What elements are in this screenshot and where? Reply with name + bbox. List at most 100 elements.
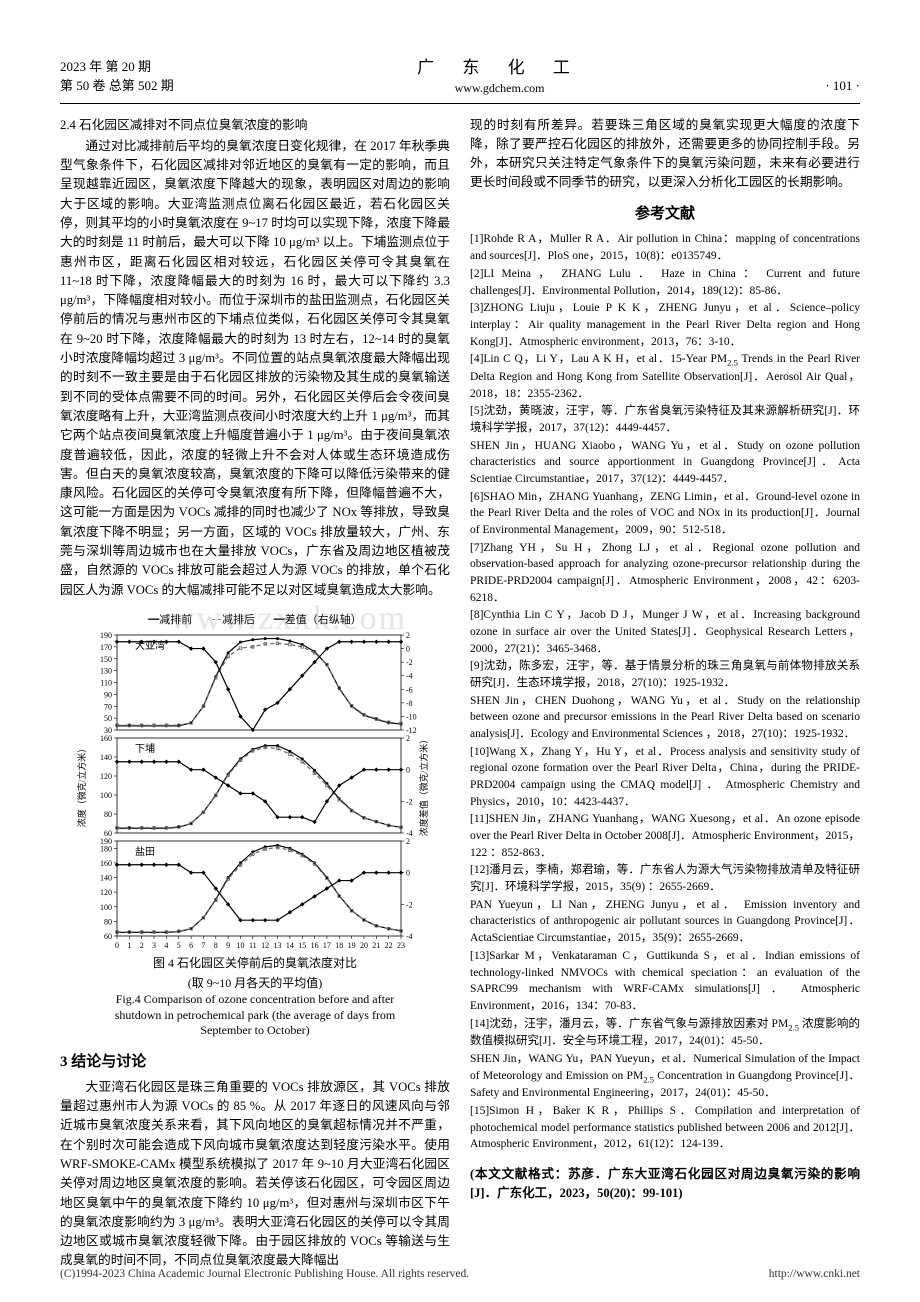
svg-text:2: 2 [406,734,410,743]
svg-text:12: 12 [261,941,269,950]
chart-svg: 3050709011013015017019020-2-4-6-8-10-12大… [75,631,435,951]
ref-item: [15]Simon H，Baker K R，Phillips S．Compila… [470,1103,860,1153]
svg-text:大亚湾: 大亚湾 [135,639,165,652]
svg-text:8: 8 [214,941,218,950]
svg-text:22: 22 [385,941,393,950]
footer-left: (C)1994-2023 China Academic Journal Elec… [60,1268,469,1280]
ref-item: [13]Sarkar M，Venkataraman C，Guttikunda S… [470,948,860,1015]
left-column: 2.4 石化园区减排对不同点位臭氧浓度的影响 通过对比减排前后平均的臭氧浓度日变… [60,116,450,1271]
svg-text:100: 100 [100,791,112,800]
subsection-2-4: 2.4 石化园区减排对不同点位臭氧浓度的影响 [60,116,450,135]
content: 2.4 石化园区减排对不同点位臭氧浓度的影响 通过对比减排前后平均的臭氧浓度日变… [0,104,920,1271]
page-no: · 101 · [825,76,860,96]
svg-text:13: 13 [274,941,282,950]
ref-item: [1]Rohde R A，Muller R A．Air pollution in… [470,231,860,264]
ref-item: [2]LI Meina ， ZHANG Lulu ． Haze in China… [470,266,860,299]
chart-caption-cn-2: (取 9~10 月各天的平均值) [70,975,440,992]
chart-caption-en-1: Fig.4 Comparison of ozone concentration … [70,992,440,1008]
ref-item: PAN Yueyun，LI Nan，ZHENG Junyu，et al． Emi… [470,897,860,947]
legend-diff: ━差值（右纵轴） [274,614,362,626]
ref-item: [6]SHAO Min，ZHANG Yuanhang，ZENG Limin，et… [470,489,860,539]
citation-format: (本文文献格式：苏彦．广东大亚湾石化园区对周边臭氧污染的影响[J]．广东化工，2… [470,1165,860,1203]
svg-text:80: 80 [104,810,112,819]
chart-caption-en-3: September to October) [70,1023,440,1039]
svg-text:1: 1 [127,941,131,950]
svg-text:0: 0 [406,644,410,653]
ref-item: [10]Wang X，Zhang Y，Hu Y，et al．Process an… [470,744,860,811]
chart-figure-4: ━减排前 ╌减排后 ━差值（右纵轴） 305070901101301501701… [70,612,440,1039]
para-2-4: 通过对比减排前后平均的臭氧浓度日变化规律，在 2017 年秋季典型气象条件下，石… [60,137,450,600]
svg-text:50: 50 [104,714,112,723]
svg-text:60: 60 [104,932,112,941]
svg-text:18: 18 [335,941,343,950]
legend-after: ╌减排后 [211,614,255,626]
legend-before: ━减排前 [148,614,192,626]
journal-cn: 广 东 化 工 [417,55,582,81]
page-header: 2023 年 第 20 期 第 50 卷 总第 502 期 广 东 化 工 ww… [0,0,920,101]
svg-text:盐田: 盐田 [135,845,155,858]
svg-text:2: 2 [140,941,144,950]
ref-item: [9]沈劲，陈多宏，汪宇，等．基于情景分析的珠三角臭氧与前体物排放关系研究[J]… [470,658,860,691]
svg-text:140: 140 [100,873,112,882]
footer-right: http://www.cnki.net [769,1268,860,1280]
svg-text:-2: -2 [406,658,413,667]
svg-text:下埔: 下埔 [135,742,155,755]
svg-text:4: 4 [164,941,168,950]
svg-text:21: 21 [372,941,380,950]
svg-text:2: 2 [406,631,410,640]
svg-text:120: 120 [100,772,112,781]
header-right: · 101 · [825,57,860,96]
svg-text:120: 120 [100,888,112,897]
svg-text:15: 15 [298,941,306,950]
svg-text:100: 100 [100,902,112,911]
svg-text:11: 11 [249,941,257,950]
svg-text:-4: -4 [406,932,413,941]
svg-text:5: 5 [177,941,181,950]
svg-text:浓度差值（微克/立方米）: 浓度差值（微克/立方米） [418,734,429,836]
svg-text:3: 3 [152,941,156,950]
svg-text:-2: -2 [406,900,413,909]
svg-text:-6: -6 [406,685,413,694]
ref-item: [11]SHEN Jin，ZHANG Yuanhang，WANG Xuesong… [470,811,860,861]
svg-text:-10: -10 [406,712,417,721]
header-left: 2023 年 第 20 期 第 50 卷 总第 502 期 [60,57,174,96]
chart-caption-en-2: shutdown in petrochemical park (the aver… [70,1008,440,1024]
journal-url: www.gdchem.com [417,81,582,96]
ref-item: [8]Cynthia Lin C Y，Jacob D J，Munger J W，… [470,607,860,657]
svg-text:170: 170 [100,643,112,652]
chart-caption-cn-1: 图 4 石化园区关停前后的臭氧浓度对比 [70,955,440,972]
ref-item: [5]沈劲，黄晓波，汪宇，等．广东省臭氧污染特征及其来源解析研究[J]．环境科学… [470,403,860,436]
right-column: 现的时刻有所差异。若要珠三角区域的臭氧实现更大幅度的浓度下降，除了要严控石化园区… [470,116,860,1271]
svg-text:190: 190 [100,631,112,640]
svg-text:0: 0 [406,868,410,877]
svg-text:时刻: 时刻 [250,950,268,951]
svg-text:190: 190 [100,837,112,846]
svg-text:2: 2 [406,837,410,846]
svg-text:160: 160 [100,859,112,868]
right-col-top: 现的时刻有所差异。若要珠三角区域的臭氧实现更大幅度的浓度下降，除了要严控石化园区… [470,116,860,193]
ref-item: SHEN Jin，HUANG Xiaobo，WANG Yu，et al．Stud… [470,438,860,488]
ref-item: SHEN Jin，CHEN Duohong，WANG Yu，et al．Stud… [470,693,860,743]
ref-item: [4]Lin C Q，Li Y，Lau A K H，et al．15-Year … [470,351,860,402]
svg-text:150: 150 [100,654,112,663]
svg-text:浓度（微克/立方米）: 浓度（微克/立方米） [76,743,87,827]
section-3-para-1: 大亚湾石化园区是珠三角重要的 VOCs 排放源区，其 VOCs 排放量超过惠州市… [60,1078,450,1271]
svg-text:130: 130 [100,666,112,675]
svg-text:80: 80 [104,917,112,926]
ref-item: [14]沈劲，汪宇，潘月云，等．广东省气象与源排放因素对 PM2.5 浓度影响的… [470,1016,860,1050]
svg-text:-8: -8 [406,698,413,707]
vol-total: 第 50 卷 总第 502 期 [60,76,174,96]
svg-text:7: 7 [201,941,205,950]
svg-text:17: 17 [323,941,331,950]
svg-text:140: 140 [100,753,112,762]
svg-text:70: 70 [104,702,112,711]
svg-text:20: 20 [360,941,368,950]
footer: (C)1994-2023 China Academic Journal Elec… [0,1268,920,1280]
ref-item: [12]潘月云，李楠，郑君瑜，等．广东省人为源大气污染物排放清单及特征研究[J]… [470,862,860,895]
section-3-heading: 3 结论与讨论 [60,1051,450,1074]
ref-item: SHEN Jin，WANG Yu，PAN Yueyun，et al．Numeri… [470,1051,860,1102]
svg-text:110: 110 [100,678,112,687]
svg-text:16: 16 [311,941,319,950]
year-issue: 2023 年 第 20 期 [60,57,174,77]
svg-text:23: 23 [397,941,405,950]
